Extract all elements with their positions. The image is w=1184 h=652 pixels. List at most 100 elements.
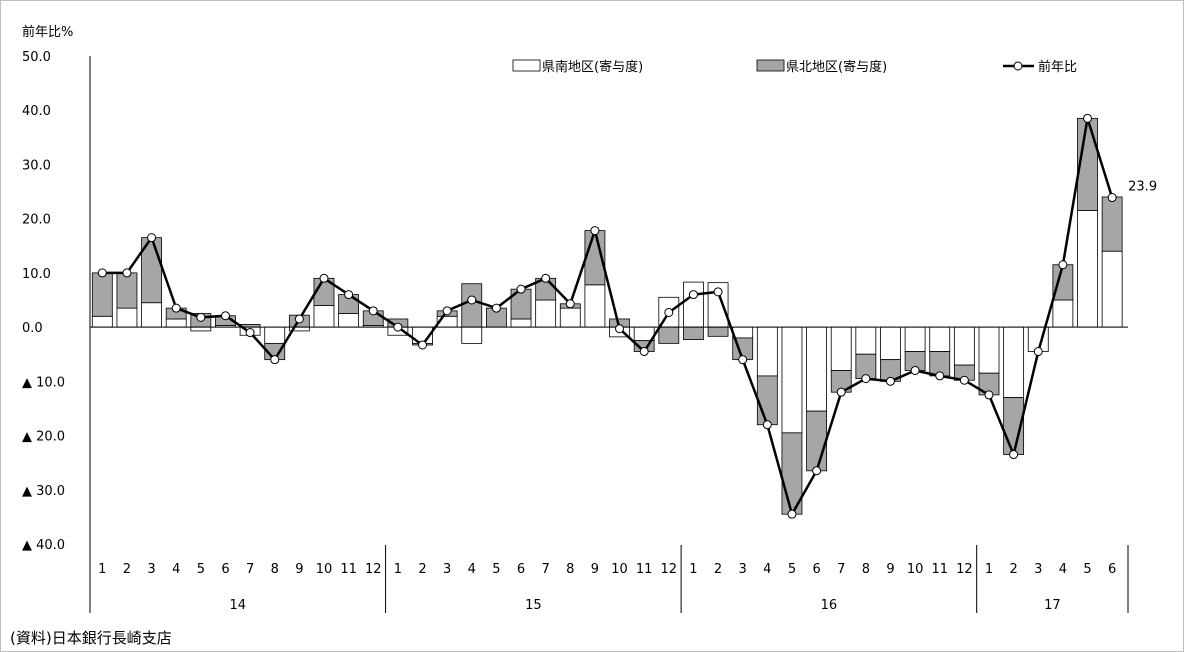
x-tick-label: 10 [611,562,628,577]
line-marker [959,375,969,385]
x-tick-label: 9 [591,562,599,577]
x-tick-label: 6 [1108,562,1116,577]
x-tick-label: 4 [172,562,180,577]
x-tick-label: 4 [1059,562,1067,577]
bar-south [929,326,951,352]
y-tick-label: ▲ 30.0 [22,484,65,499]
x-tick-label: 5 [197,562,205,577]
bar-south [510,318,532,328]
x-tick-label: 5 [1083,562,1091,577]
line-marker [270,355,280,365]
line-marker [491,303,501,313]
bar-south [116,307,138,328]
x-tick-label: 7 [542,562,550,577]
data-label: 23.9 [1128,180,1157,195]
line-marker [1009,450,1019,460]
legend-swatch-south [512,59,541,72]
line-marker [147,233,157,243]
line-marker [664,307,674,317]
x-tick-label: 3 [1034,562,1042,577]
bar-north [658,326,680,344]
line-marker [713,287,723,297]
bar-south [1101,250,1123,328]
bar-north [1101,196,1123,252]
bar-north [707,326,729,337]
line-marker [639,347,649,357]
x-tick-label: 4 [763,562,771,577]
line-marker [319,273,329,283]
bar-south [953,326,975,366]
line-marker [935,371,945,381]
bar-south [190,326,212,332]
x-tick-label: 5 [492,562,500,577]
line-marker [122,268,132,278]
x-tick-label: 9 [295,562,303,577]
x-tick-label: 12 [365,562,382,577]
line-marker [442,306,452,316]
line-marker [615,324,625,334]
y-tick-label: 40.0 [22,104,51,119]
x-tick-label: 6 [517,562,525,577]
line-marker [418,340,428,350]
line-marker [910,365,920,375]
bar-south [683,281,704,328]
legend-label-yoy: 前年比 [1038,59,1077,75]
bar-south [559,307,581,328]
year-label: 14 [230,598,247,613]
line-marker [861,374,871,384]
bar-south [313,305,335,328]
line-marker [1058,260,1068,270]
legend-swatch-north [756,59,785,72]
bar-north [756,375,778,426]
line-marker [220,311,230,321]
legend-label-north: 県北地区(寄与度) [786,59,887,75]
x-tick-label: 2 [123,562,131,577]
x-tick-label: 4 [468,562,476,577]
x-tick-label: 6 [221,562,229,577]
y-tick-label: ▲ 10.0 [22,375,65,390]
line-marker [688,290,698,300]
year-label: 16 [821,598,838,613]
x-tick-label: 10 [316,562,333,577]
legend-label-south: 県南地区(寄与度) [542,59,643,75]
x-tick-label: 12 [661,562,678,577]
bar-south [830,326,852,371]
line-marker [590,226,600,236]
line-marker [344,290,354,300]
line-marker [97,268,107,278]
bar-south [1003,326,1025,399]
bar-south [855,326,877,355]
x-tick-label: 1 [985,562,993,577]
line-marker [812,466,822,476]
line-marker [171,303,181,313]
x-tick-label: 1 [98,562,106,577]
line-marker [836,387,846,397]
bar-south [1052,299,1074,328]
x-tick-label: 10 [907,562,924,577]
x-tick-label: 3 [739,562,747,577]
bar-south [978,326,1000,374]
year-label: 17 [1044,598,1061,613]
line-marker [294,314,304,324]
line-marker [368,306,378,316]
bar-north [116,272,138,309]
x-tick-label: 11 [340,562,357,577]
x-tick-label: 9 [886,562,894,577]
x-tick-label: 11 [931,562,948,577]
bar-south [781,326,803,434]
x-tick-label: 3 [443,562,451,577]
line-marker [541,273,551,283]
bar-south [165,318,187,328]
line-marker [1033,347,1043,357]
line-marker [984,390,994,400]
bar-south [141,302,162,328]
line-marker [516,284,526,294]
y-tick-label: 10.0 [22,267,51,282]
bar-north [91,272,113,317]
y-tick-label: ▲ 20.0 [22,430,65,445]
line-marker [738,355,748,365]
line-marker [565,299,575,309]
bar-south [880,326,901,361]
bar-south [806,326,827,412]
y-tick-label: 0.0 [22,321,43,336]
